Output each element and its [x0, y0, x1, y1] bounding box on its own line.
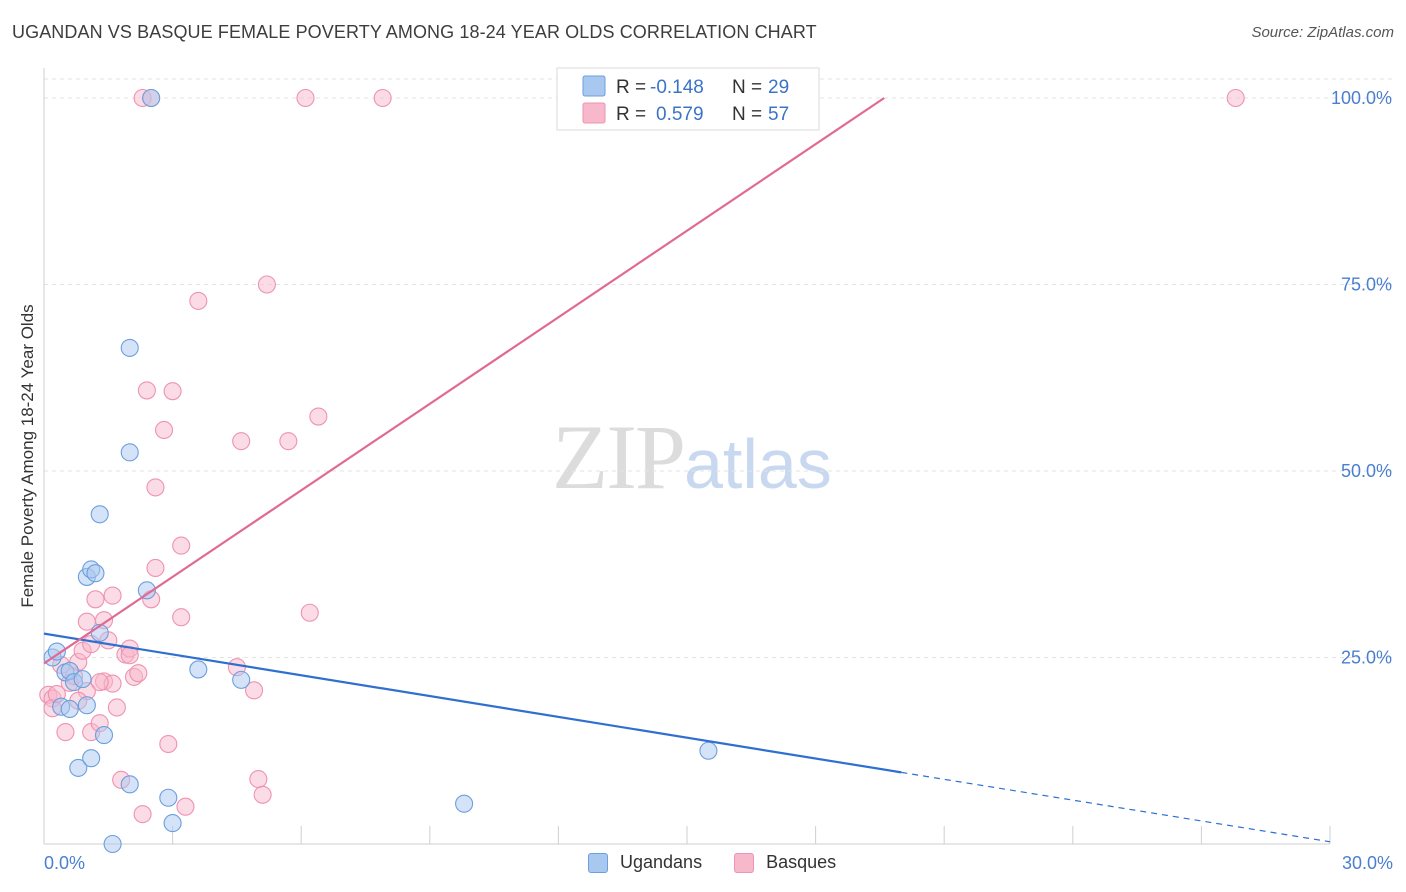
chart-source: Source: ZipAtlas.com [1251, 24, 1394, 41]
basque-point [244, 681, 264, 700]
legend-n-label-basques: N = [732, 104, 762, 125]
watermark-zip: ZIP [552, 406, 686, 508]
basque-point [253, 785, 272, 804]
legend-n-label-ugandans: N = [732, 77, 762, 98]
basque-point [56, 723, 75, 742]
ugandan-point [699, 741, 718, 760]
data-points [39, 88, 1245, 854]
legend-swatch-ugandans [582, 75, 606, 97]
ugandan-point [137, 581, 156, 600]
basque-point [249, 770, 268, 789]
legend-r-label-basques: R = [616, 104, 646, 125]
y-tick-label: 75.0% [1341, 275, 1392, 295]
bottom-legend-label-basques: Basques [766, 852, 837, 872]
watermark: ZIPatlas [552, 404, 832, 510]
basque-point [232, 432, 251, 451]
ugandan-point [77, 696, 96, 715]
legend-box: R = -0.148 N = 29 R = 0.579 N = 57 [556, 67, 820, 131]
axes [43, 68, 1331, 845]
basque-point [257, 275, 276, 294]
basque-point [129, 664, 148, 683]
y-tick-label: 50.0% [1341, 461, 1392, 481]
basque-point [90, 673, 109, 692]
basque-point [373, 88, 392, 108]
basque-trend-line [43, 97, 885, 665]
legend-r-label-ugandans: R = [616, 77, 646, 98]
ugandan-point [69, 758, 88, 777]
ugandan-point [86, 564, 105, 583]
legend-r-value-ugandans: -0.148 [650, 77, 704, 98]
bottom-legend-item-basques[interactable]: Basques [734, 852, 836, 873]
bottom-legend-item-ugandans[interactable]: Ugandans [588, 852, 702, 873]
basque-point [176, 797, 195, 816]
ugandan-point [103, 834, 122, 854]
legend-r-value-basques: 0.579 [656, 104, 704, 125]
basque-point [154, 420, 174, 440]
bottom-legend-label-ugandans: Ugandans [620, 852, 703, 872]
bottom-legend-swatch-ugandans [588, 852, 608, 873]
ugandan-trend-line-extension [901, 771, 1331, 843]
grid-lines [44, 78, 1395, 658]
basque-point [86, 590, 105, 609]
watermark-atlas: atlas [684, 425, 832, 503]
x-tick-label-max: 30.0% [1342, 853, 1393, 873]
basque-point [309, 407, 328, 426]
ugandan-point [47, 642, 66, 661]
ugandan-point [120, 443, 139, 462]
y-tick-label: 25.0% [1341, 648, 1392, 668]
trend-lines [43, 97, 1331, 843]
ugandan-point [120, 338, 139, 357]
basque-point [300, 603, 319, 622]
basque-point [279, 432, 298, 451]
basque-point [137, 381, 156, 400]
ugandan-point [455, 794, 474, 813]
ugandan-point [82, 749, 101, 768]
x-tick-label-min: 0.0% [44, 853, 85, 873]
basque-point [163, 382, 182, 401]
basque-point [189, 291, 208, 310]
ugandan-point [163, 814, 182, 833]
basque-point [172, 608, 191, 627]
basque-point [159, 734, 178, 754]
legend-n-value-basques: 57 [768, 104, 789, 125]
basque-point [107, 698, 126, 717]
bottom-legend: Ugandans Basques [588, 852, 868, 873]
y-tick-label: 100.0% [1331, 88, 1392, 108]
chart-title: UGANDAN VS BASQUE FEMALE POVERTY AMONG 1… [12, 22, 817, 42]
ugandan-point [94, 726, 114, 745]
ugandan-trend-line [43, 632, 902, 774]
basque-point [133, 805, 152, 824]
basque-point [296, 88, 315, 108]
x-tick-labels: 0.0% 30.0% [44, 853, 1393, 873]
basque-point [172, 536, 191, 555]
basque-point [146, 558, 165, 578]
legend-swatch-basques [582, 102, 606, 124]
ugandan-point [189, 660, 208, 679]
basque-point [103, 586, 122, 605]
ugandan-point [159, 788, 178, 807]
y-tick-labels: 25.0% 50.0% 75.0% 100.0% [1331, 88, 1392, 668]
basque-point [1226, 88, 1245, 108]
legend-n-value-ugandans: 29 [768, 77, 789, 98]
ugandan-point [142, 88, 161, 108]
ugandan-point [73, 670, 92, 689]
ugandan-point [90, 505, 109, 524]
bottom-legend-swatch-basques [734, 852, 755, 873]
ugandan-point [232, 670, 251, 689]
basque-point [146, 478, 165, 497]
ugandan-point [60, 699, 79, 719]
ugandan-point [120, 775, 139, 794]
